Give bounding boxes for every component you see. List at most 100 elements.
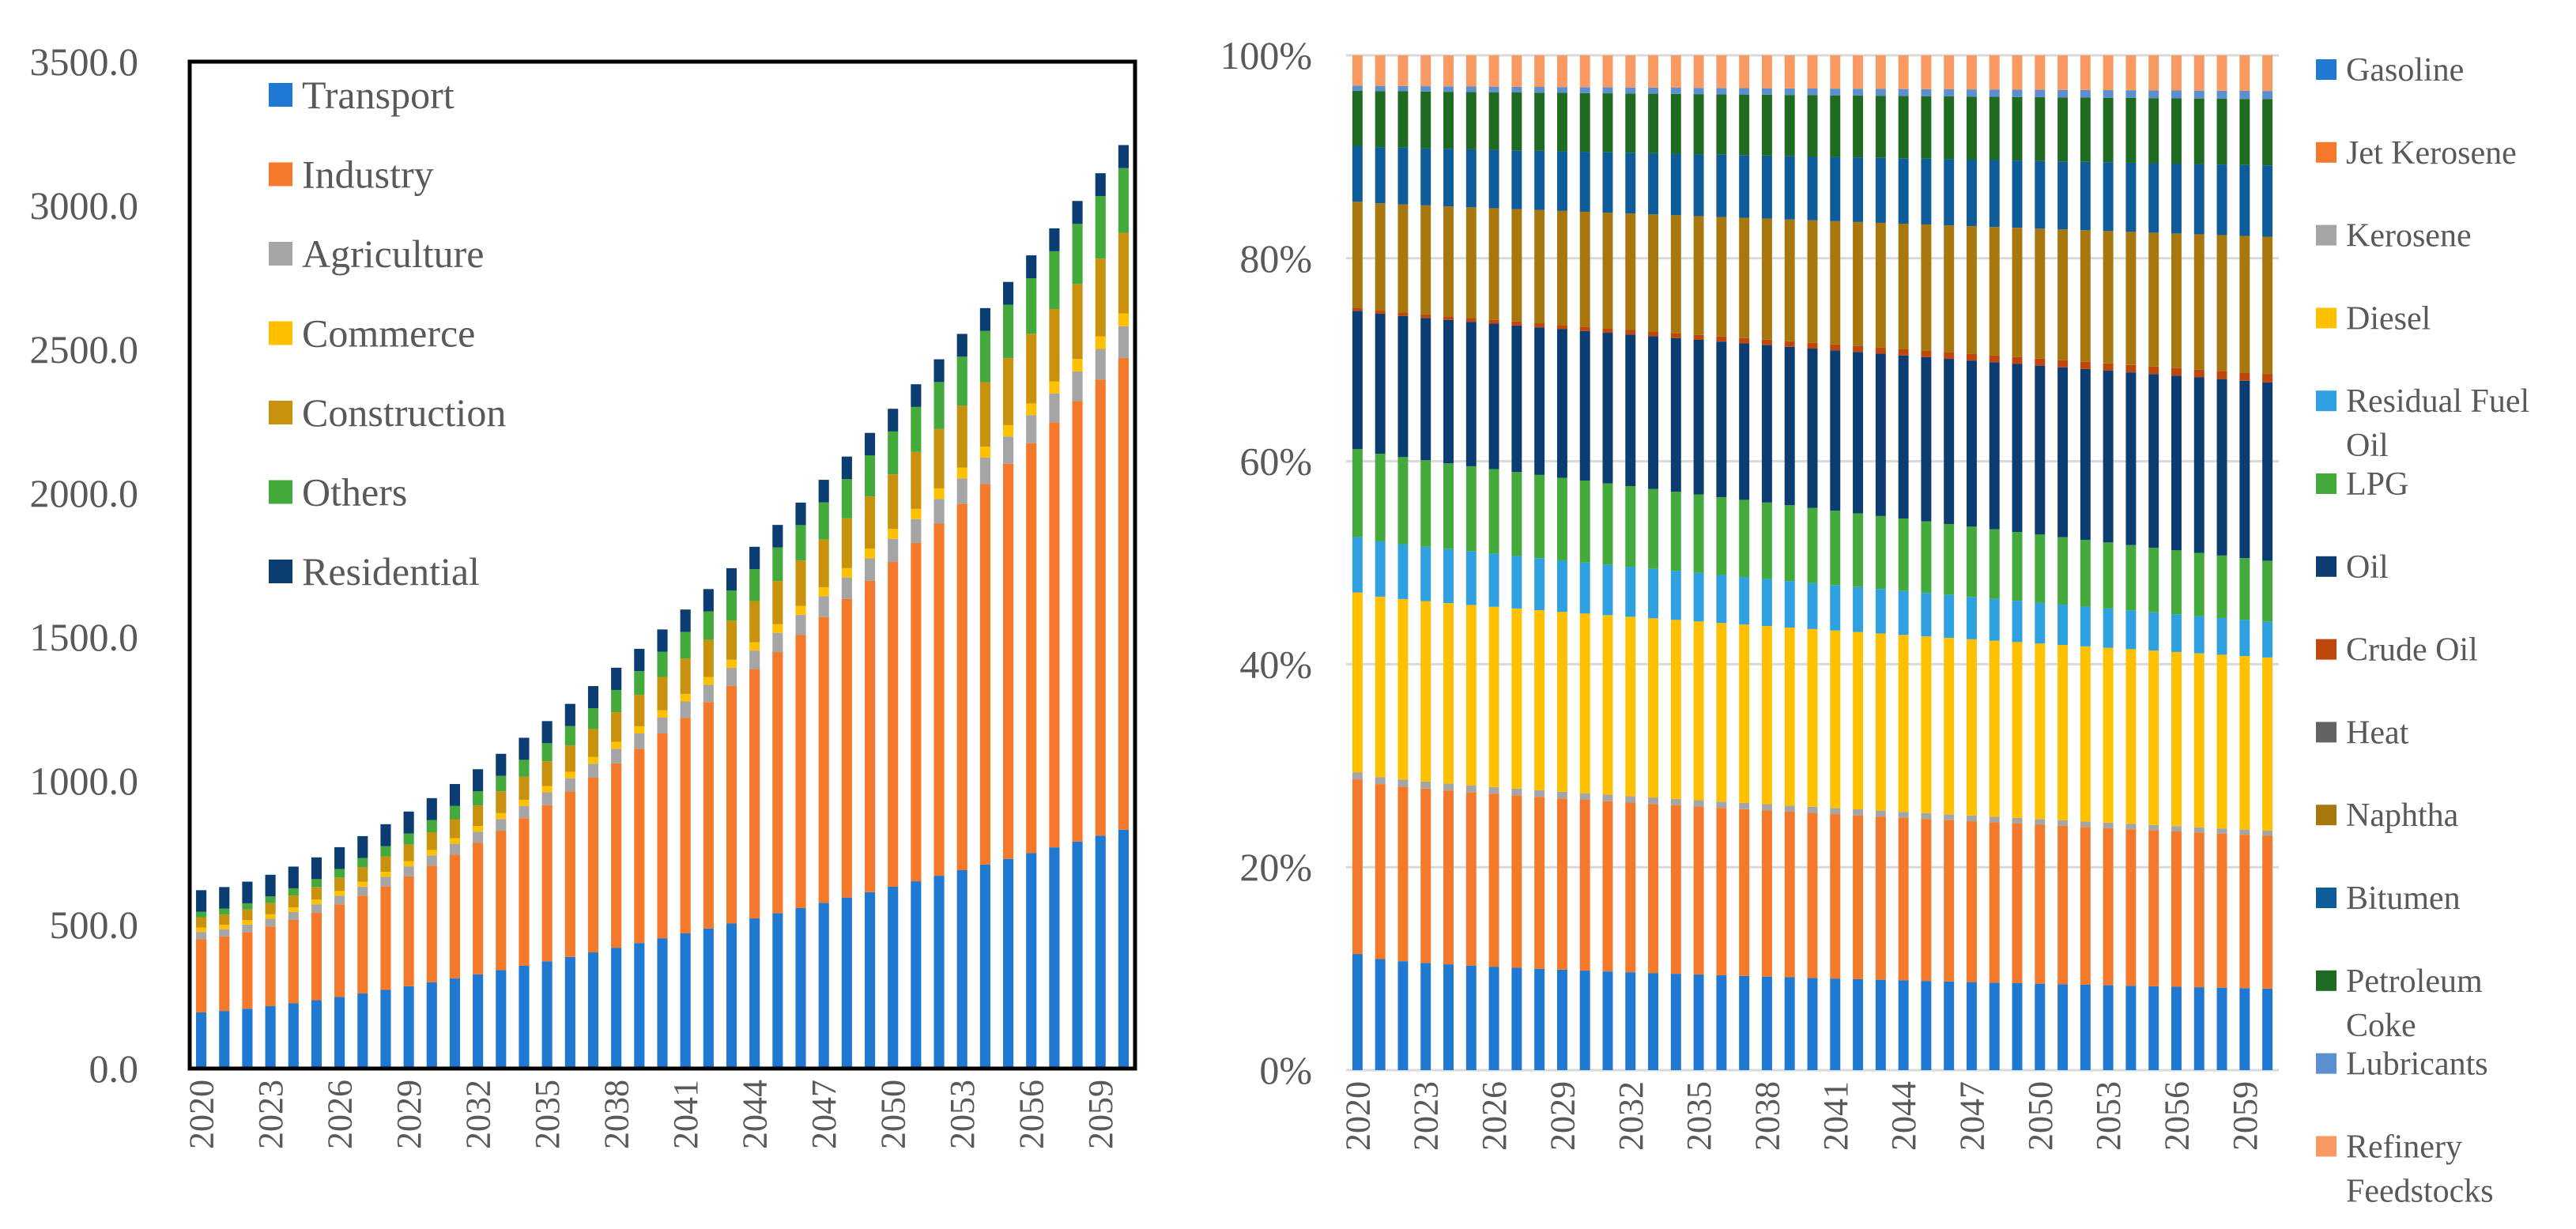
right-bar-2051-petroleum-coke	[2057, 97, 2069, 162]
right-legend-swatch	[2316, 1053, 2337, 1074]
right-legend-label: Oil	[2346, 428, 2389, 464]
left-bar-2044-residential	[749, 546, 760, 570]
right-bar-2029-jet-kerosene	[1556, 798, 1567, 970]
right-y-tick-label: 80%	[1239, 236, 1312, 281]
right-x-tick-label: 2026	[1475, 1081, 1514, 1151]
right-legend-label: Refinery	[2346, 1129, 2462, 1165]
right-bar-2051-oil	[2057, 367, 2069, 537]
right-bar-2050-gasoline	[2035, 983, 2046, 1070]
right-bar-2020-kerosene	[1352, 772, 1363, 780]
right-bar-2048-crude-oil	[1989, 355, 2000, 363]
right-bar-2033-petroleum-coke	[1648, 93, 1659, 153]
right-bar-2029-bitumen	[1556, 151, 1567, 211]
left-bar-2057-construction	[1049, 309, 1060, 382]
left-bar-2060-residential	[1118, 145, 1129, 168]
right-bar-2055-diesel	[2148, 650, 2159, 825]
right-bar-2059-crude-oil	[2239, 372, 2250, 381]
left-bar-2025-agriculture	[311, 904, 322, 913]
right-x-tick-label: 2053	[2089, 1081, 2128, 1151]
right-bar-2024-kerosene	[1443, 783, 1454, 791]
right-bar-2020-lubricants	[1352, 85, 1363, 91]
right-bar-2022-lubricants	[1397, 85, 1409, 92]
left-bar-2051-industry	[911, 542, 922, 882]
right-bar-2042-gasoline	[1853, 978, 1864, 1070]
right-bar-2055-petroleum-coke	[2148, 98, 2159, 164]
right-x-tick-label: 2047	[1952, 1081, 1991, 1151]
left-bar-2039-construction	[634, 695, 645, 726]
left-x-tick-label: 2044	[736, 1080, 775, 1149]
left-legend-label: Agriculture	[302, 232, 484, 276]
right-bar-2059-diesel	[2239, 656, 2250, 830]
left-bar-2024-transport	[288, 1003, 299, 1069]
left-legend-label: Others	[302, 470, 407, 515]
left-bar-2021-commerce	[219, 925, 230, 929]
left-bar-2028-industry	[380, 886, 391, 990]
right-bar-2060-naphtha	[2262, 236, 2273, 375]
right-bar-2052-refinery-feedstocks	[2080, 55, 2091, 90]
right-bar-2033-jet-kerosene	[1648, 804, 1659, 974]
right-bar-2052-residual-fuel-oil	[2080, 606, 2091, 647]
left-y-tick-label: 3000.0	[30, 183, 139, 228]
left-x-tick-label: 2020	[183, 1080, 221, 1149]
left-bar-2053-residential	[956, 334, 967, 357]
right-bar-2047-residual-fuel-oil	[1966, 597, 1977, 639]
right-bar-2025-kerosene	[1465, 785, 1477, 793]
left-bar-2044-industry	[749, 669, 760, 919]
right-bar-2020-gasoline	[1352, 954, 1363, 1070]
right-bar-2029-diesel	[1556, 612, 1567, 792]
right-bar-2023-gasoline	[1420, 963, 1431, 1070]
left-bar-2031-commerce	[449, 838, 461, 844]
left-bar-2054-residential	[979, 307, 990, 331]
left-bar-2048-industry	[841, 598, 852, 898]
right-bar-2037-oil	[1739, 343, 1750, 500]
left-bar-2054-construction	[979, 382, 990, 447]
right-bar-2031-diesel	[1602, 615, 1613, 795]
left-bar-2049-transport	[864, 892, 876, 1069]
right-bar-2025-lubricants	[1465, 86, 1477, 92]
right-bar-2053-residual-fuel-oil	[2103, 608, 2114, 648]
right-bar-2039-naphtha	[1784, 219, 1795, 341]
right-bar-2025-jet-kerosene	[1465, 792, 1477, 966]
left-bar-2030-others	[426, 820, 437, 832]
right-bar-2036-kerosene	[1716, 801, 1727, 809]
right-bar-2058-crude-oil	[2216, 371, 2227, 379]
right-legend-label: Feedstocks	[2346, 1173, 2494, 1209]
right-bar-2031-oil	[1602, 333, 1613, 484]
right-legend-label: Residual Fuel	[2346, 383, 2529, 420]
left-bar-2020-transport	[196, 1012, 207, 1069]
right-bar-2042-residual-fuel-oil	[1853, 586, 1864, 632]
left-bar-2023-industry	[265, 926, 276, 1007]
right-bar-2032-kerosene	[1625, 796, 1636, 803]
right-bar-2046-bitumen	[1944, 159, 1955, 226]
right-bar-2022-residual-fuel-oil	[1397, 544, 1409, 599]
right-bar-2055-refinery-feedstocks	[2148, 55, 2159, 91]
right-bar-2035-kerosene	[1693, 800, 1704, 807]
right-bar-2021-petroleum-coke	[1375, 91, 1386, 148]
right-legend-label: Diesel	[2346, 300, 2431, 337]
right-bar-2058-diesel	[2216, 654, 2227, 829]
left-legend-swatch	[269, 242, 292, 266]
right-bar-2056-diesel	[2171, 651, 2182, 827]
left-bar-2053-commerce	[956, 467, 967, 479]
right-bar-2050-kerosene	[2035, 819, 2046, 825]
right-legend-swatch	[2316, 970, 2337, 991]
left-bar-2037-industry	[587, 777, 599, 953]
left-bar-2058-transport	[1072, 841, 1083, 1069]
right-bar-2030-naphtha	[1579, 211, 1590, 327]
left-bar-2031-agriculture	[449, 843, 461, 855]
right-bar-2041-lubricants	[1830, 89, 1841, 96]
right-bar-2055-kerosene	[2148, 824, 2159, 831]
right-bar-2029-lubricants	[1556, 87, 1567, 93]
right-bar-2025-naphtha	[1465, 207, 1477, 319]
right-bar-2034-petroleum-coke	[1670, 93, 1681, 154]
right-bar-2021-crude-oil	[1375, 310, 1386, 314]
left-bar-2045-industry	[772, 652, 783, 914]
right-bar-2045-gasoline	[1921, 981, 1932, 1070]
right-bar-2060-residual-fuel-oil	[2262, 621, 2273, 658]
right-bar-2051-naphtha	[2057, 229, 2069, 360]
left-bar-2034-construction	[519, 776, 530, 800]
right-bar-2041-naphtha	[1830, 221, 1841, 345]
right-bar-2032-lubricants	[1625, 87, 1636, 94]
right-bar-2058-kerosene	[2216, 828, 2227, 834]
right-bar-2030-lubricants	[1579, 87, 1590, 93]
